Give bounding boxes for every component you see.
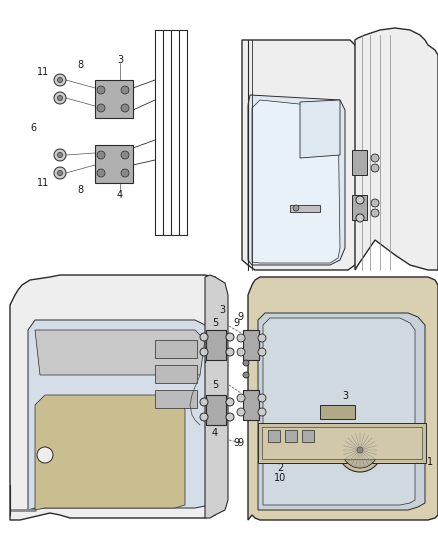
Polygon shape [205,275,228,518]
Text: 9: 9 [233,318,239,328]
Polygon shape [248,277,438,520]
Circle shape [200,413,208,421]
Text: 4: 4 [117,190,123,200]
Text: 9: 9 [237,312,243,322]
Polygon shape [242,40,358,270]
Bar [243,330,259,360]
Bar [352,195,367,220]
Bar [268,430,280,442]
Polygon shape [35,330,205,375]
Text: 3: 3 [117,55,123,65]
Circle shape [57,152,63,157]
Circle shape [97,86,105,94]
Circle shape [54,92,66,104]
Text: 8: 8 [77,60,83,70]
Circle shape [226,348,234,356]
Bar [285,430,297,442]
Circle shape [226,413,234,421]
Polygon shape [10,275,225,520]
Text: 3: 3 [219,305,225,315]
Circle shape [37,447,53,463]
Text: 4: 4 [212,428,218,438]
Circle shape [338,428,382,472]
Bar [206,395,226,425]
Text: 5: 5 [212,380,218,390]
Polygon shape [290,205,320,212]
Circle shape [121,104,129,112]
Text: 5: 5 [212,318,218,328]
Circle shape [258,348,266,356]
Circle shape [243,372,249,378]
Circle shape [57,95,63,101]
Bar [206,330,226,360]
Text: 8: 8 [77,185,83,195]
Circle shape [237,394,245,402]
Bar [155,365,197,383]
Text: 10: 10 [274,473,286,483]
Text: 3: 3 [342,391,348,401]
Bar [243,390,259,420]
Circle shape [226,398,234,406]
Bar [302,430,314,442]
Circle shape [200,398,208,406]
Text: 9: 9 [237,438,243,448]
Polygon shape [355,28,438,270]
Circle shape [54,167,66,179]
Text: 2: 2 [277,463,283,473]
Circle shape [258,408,266,416]
Polygon shape [263,318,415,505]
Text: 4: 4 [359,457,365,467]
Circle shape [97,151,105,159]
Circle shape [356,196,364,204]
Circle shape [200,333,208,341]
Circle shape [258,334,266,342]
Polygon shape [300,100,340,158]
Polygon shape [258,313,425,510]
Circle shape [237,334,245,342]
Bar [155,390,197,408]
Bar [155,340,197,358]
Polygon shape [95,145,133,183]
Text: 9: 9 [233,438,239,448]
Text: 11: 11 [37,178,49,188]
Bar [258,423,426,463]
Circle shape [243,360,249,366]
Polygon shape [252,100,340,263]
Circle shape [57,171,63,175]
Bar [352,150,367,175]
Circle shape [121,86,129,94]
Circle shape [293,205,299,211]
Circle shape [57,77,63,83]
Circle shape [54,149,66,161]
Polygon shape [35,395,185,510]
Circle shape [121,151,129,159]
Circle shape [371,199,379,207]
Circle shape [357,447,363,453]
Text: 7: 7 [202,355,208,365]
Circle shape [371,164,379,172]
Circle shape [371,209,379,217]
Text: 1: 1 [427,457,433,467]
Circle shape [356,214,364,222]
Circle shape [342,432,378,468]
Circle shape [237,408,245,416]
Polygon shape [95,80,133,118]
Polygon shape [28,320,210,510]
Circle shape [97,169,105,177]
Text: 6: 6 [30,123,36,133]
Circle shape [258,394,266,402]
Circle shape [121,169,129,177]
Bar [320,405,355,419]
Bar [262,427,422,459]
Circle shape [54,74,66,86]
Circle shape [237,348,245,356]
Polygon shape [248,95,345,265]
Circle shape [226,333,234,341]
Text: 11: 11 [37,67,49,77]
Circle shape [97,104,105,112]
Circle shape [200,348,208,356]
Circle shape [371,154,379,162]
